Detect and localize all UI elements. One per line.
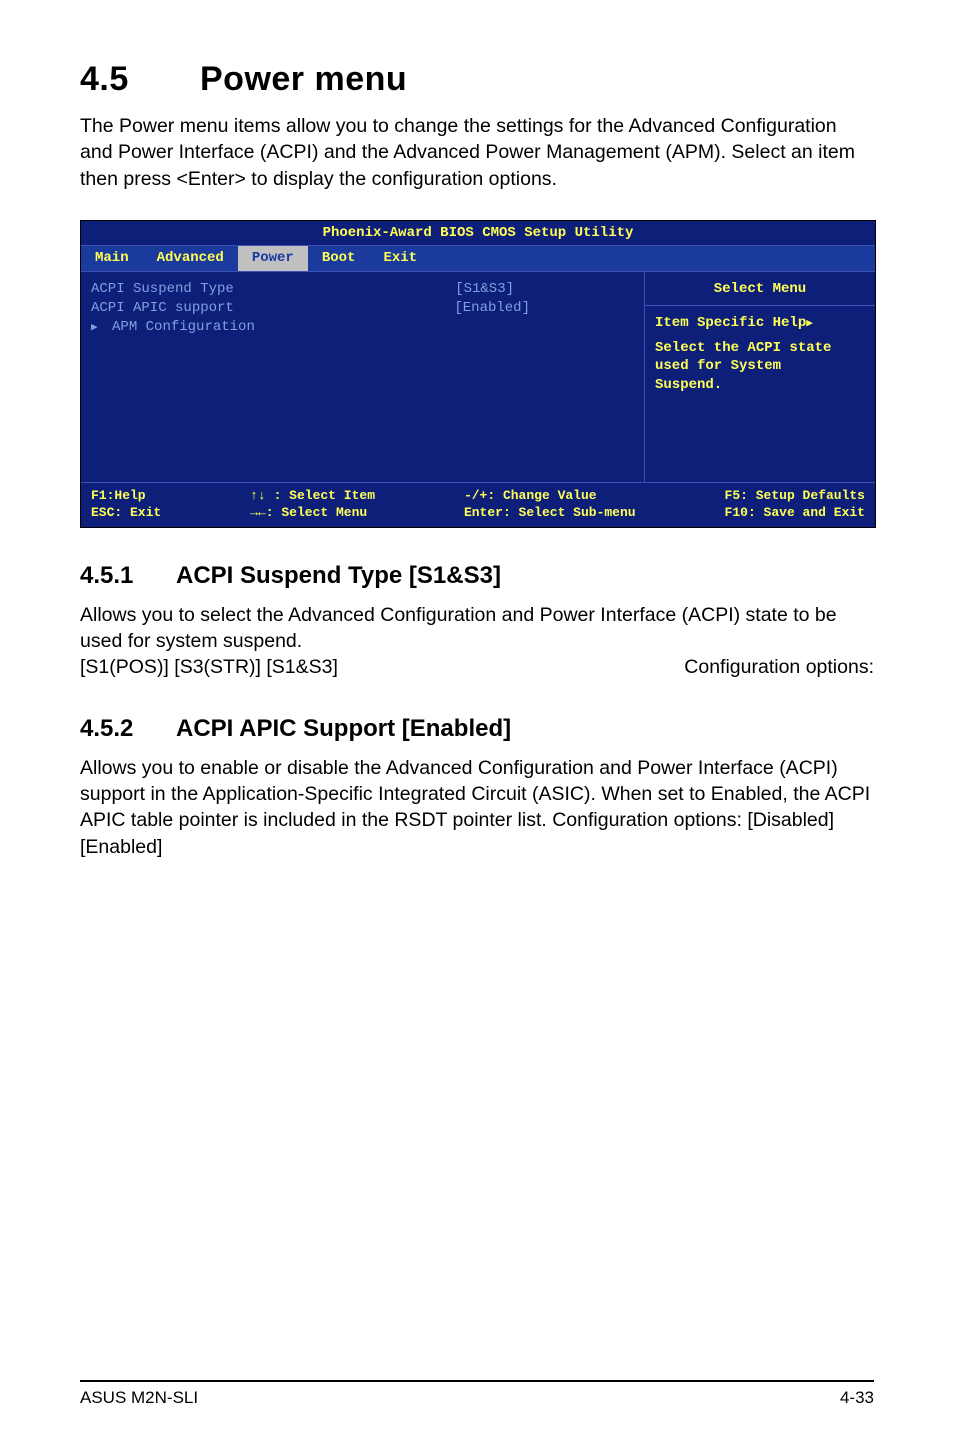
section1-paragraph: Allows you to select the Advanced Config… xyxy=(80,602,874,655)
heading-title: Power menu xyxy=(200,60,407,98)
footer-left: ASUS M2N-SLI xyxy=(80,1388,198,1408)
page-footer: ASUS M2N-SLI 4-33 xyxy=(80,1380,874,1408)
section1-text: Allows you to select the Advanced Config… xyxy=(80,604,837,652)
bios-item[interactable]: ACPI APIC support [Enabled] xyxy=(91,299,634,318)
footer-key: ESC: Exit xyxy=(91,505,161,520)
bios-help-line: Select the ACPI state xyxy=(655,339,865,358)
bios-footer-col: F1:Help ESC: Exit xyxy=(91,487,161,522)
bios-item[interactable]: ACPI Suspend Type [S1&S3] xyxy=(91,280,634,299)
bios-item-label: APM Configuration xyxy=(112,319,255,335)
bios-screenshot: Phoenix-Award BIOS CMOS Setup Utility Ma… xyxy=(80,220,876,528)
bios-footer-col: F5: Setup Defaults F10: Save and Exit xyxy=(725,487,865,522)
section2-paragraph: Allows you to enable or disable the Adva… xyxy=(80,755,874,860)
bios-footer-col: -/+: Change Value Enter: Select Sub-menu xyxy=(464,487,636,522)
bios-tab-main[interactable]: Main xyxy=(81,246,143,271)
footer-key: F10: Save and Exit xyxy=(725,505,865,520)
bios-item-label: ACPI APIC support xyxy=(91,299,234,318)
section1-config-label: Configuration options: xyxy=(684,654,874,680)
bios-select-menu-label: Select Menu xyxy=(655,280,865,299)
subheading-number: 4.5.2 xyxy=(80,715,176,743)
bios-footer: F1:Help ESC: Exit ↑↓ : Select Item →←: S… xyxy=(81,482,875,527)
bios-item-help-text: Item Specific Help xyxy=(655,315,806,331)
help-arrow-icon: ▶ xyxy=(806,318,813,330)
subheading-title: ACPI APIC Support [Enabled] xyxy=(176,715,511,742)
bios-footer-col: ↑↓ : Select Item →←: Select Menu xyxy=(250,487,375,522)
bios-menubar: Main Advanced Power Boot Exit xyxy=(81,245,875,272)
bios-left-panel: ACPI Suspend Type [S1&S3] ACPI APIC supp… xyxy=(81,272,644,482)
bios-tab-exit[interactable]: Exit xyxy=(369,246,431,271)
footer-right: 4-33 xyxy=(840,1388,874,1408)
bios-tab-boot[interactable]: Boot xyxy=(308,246,370,271)
footer-key: -/+: Change Value xyxy=(464,488,597,503)
heading-number: 4.5 xyxy=(80,60,200,99)
bios-help-line: used for System xyxy=(655,357,865,376)
bios-help-panel: Select Menu Item Specific Help▶ Select t… xyxy=(644,272,875,482)
bios-item-value: [Enabled] xyxy=(454,299,634,318)
footer-key: ↑↓ : Select Item xyxy=(250,488,375,503)
bios-tab-advanced[interactable]: Advanced xyxy=(143,246,238,271)
bios-help-line: Suspend. xyxy=(655,376,865,395)
bios-submenu[interactable]: APM Configuration xyxy=(91,318,634,337)
footer-key: F5: Setup Defaults xyxy=(725,488,865,503)
footer-key: →←: Select Menu xyxy=(250,505,367,520)
subheading-number: 4.5.1 xyxy=(80,562,176,590)
footer-key: F1:Help xyxy=(91,488,146,503)
page-heading: 4.5Power menu xyxy=(80,60,874,99)
bios-title: Phoenix-Award BIOS CMOS Setup Utility xyxy=(81,221,875,245)
bios-tab-power[interactable]: Power xyxy=(238,246,308,271)
footer-key: Enter: Select Sub-menu xyxy=(464,505,636,520)
sub-heading-452: 4.5.2ACPI APIC Support [Enabled] xyxy=(80,715,874,743)
bios-item-label: ACPI Suspend Type xyxy=(91,280,234,299)
intro-paragraph: The Power menu items allow you to change… xyxy=(80,113,874,192)
bios-item-value: [S1&S3] xyxy=(455,280,634,299)
sub-heading-451: 4.5.1ACPI Suspend Type [S1&S3] xyxy=(80,562,874,590)
bios-item-help-label: Item Specific Help▶ xyxy=(655,314,865,333)
subheading-title: ACPI Suspend Type [S1&S3] xyxy=(176,562,501,589)
